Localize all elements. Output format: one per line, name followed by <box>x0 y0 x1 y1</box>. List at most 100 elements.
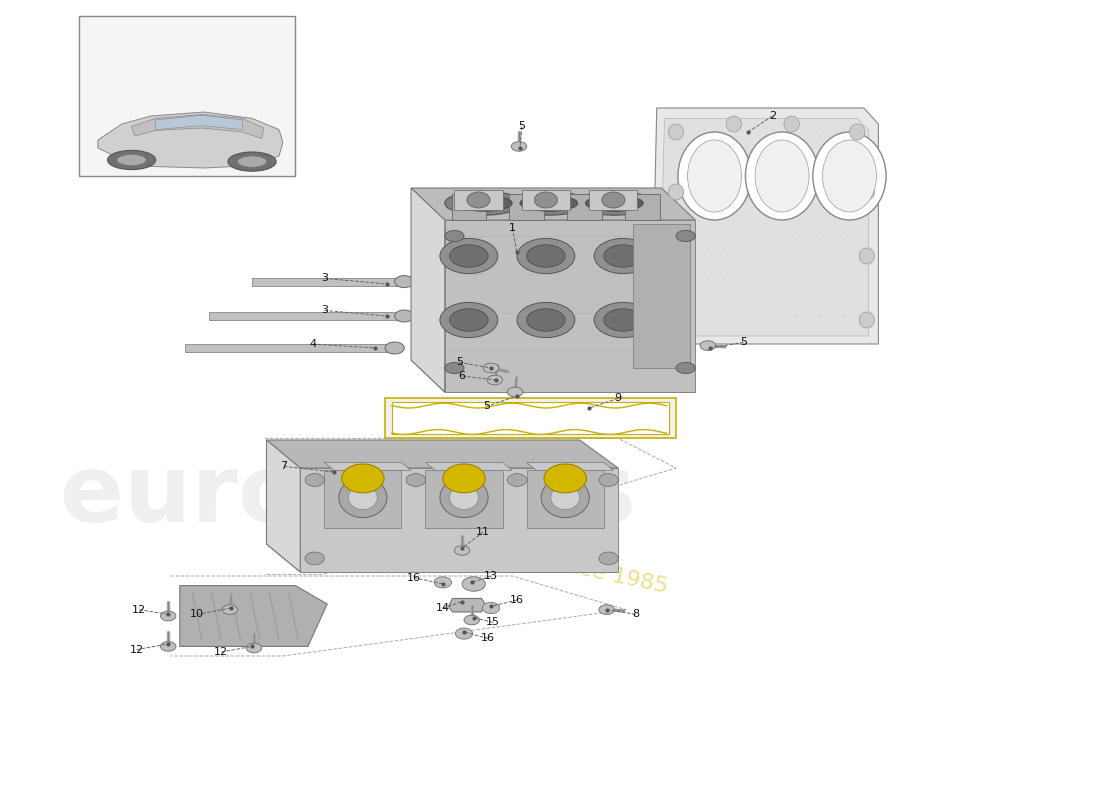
Polygon shape <box>392 402 669 434</box>
Polygon shape <box>451 194 486 220</box>
Ellipse shape <box>544 464 586 493</box>
Polygon shape <box>266 440 618 468</box>
Text: 12: 12 <box>130 645 143 654</box>
Ellipse shape <box>859 248 874 264</box>
Text: 9: 9 <box>615 394 622 403</box>
Ellipse shape <box>594 238 652 274</box>
Ellipse shape <box>440 238 498 274</box>
Ellipse shape <box>339 478 387 518</box>
Ellipse shape <box>305 474 324 486</box>
Ellipse shape <box>161 642 176 651</box>
Ellipse shape <box>462 577 485 591</box>
Polygon shape <box>266 544 618 572</box>
Text: 4: 4 <box>309 339 317 349</box>
Ellipse shape <box>669 184 684 200</box>
Ellipse shape <box>598 605 615 614</box>
Polygon shape <box>509 194 544 220</box>
Polygon shape <box>632 224 691 368</box>
Ellipse shape <box>520 195 578 211</box>
Polygon shape <box>98 112 283 168</box>
Ellipse shape <box>342 464 384 493</box>
Ellipse shape <box>849 124 865 140</box>
Ellipse shape <box>598 474 618 486</box>
Polygon shape <box>266 440 300 572</box>
Polygon shape <box>426 462 513 470</box>
Polygon shape <box>568 194 602 220</box>
Polygon shape <box>411 188 444 392</box>
Ellipse shape <box>450 309 488 331</box>
Text: 5: 5 <box>740 338 747 347</box>
Text: 8: 8 <box>632 610 639 619</box>
Ellipse shape <box>676 362 695 374</box>
Ellipse shape <box>755 140 808 212</box>
Ellipse shape <box>450 245 488 267</box>
Polygon shape <box>660 118 869 336</box>
Ellipse shape <box>454 546 470 555</box>
Ellipse shape <box>527 245 565 267</box>
Text: a passion for parts since 1985: a passion for parts since 1985 <box>336 507 670 597</box>
Ellipse shape <box>535 192 558 208</box>
Ellipse shape <box>466 192 491 208</box>
Polygon shape <box>156 115 242 130</box>
Polygon shape <box>652 108 879 344</box>
Ellipse shape <box>746 132 818 220</box>
Ellipse shape <box>483 363 498 373</box>
Ellipse shape <box>541 478 590 518</box>
Ellipse shape <box>517 238 575 274</box>
Polygon shape <box>625 194 660 220</box>
Polygon shape <box>179 586 327 646</box>
Ellipse shape <box>604 309 642 331</box>
Polygon shape <box>426 470 503 528</box>
Text: 2: 2 <box>769 111 776 121</box>
Text: 10: 10 <box>190 610 205 619</box>
Text: 5: 5 <box>483 402 490 411</box>
Ellipse shape <box>440 478 488 518</box>
Ellipse shape <box>444 230 464 242</box>
Polygon shape <box>454 190 503 210</box>
Ellipse shape <box>507 474 527 486</box>
Ellipse shape <box>455 628 473 639</box>
FancyBboxPatch shape <box>78 16 296 176</box>
Ellipse shape <box>859 184 874 200</box>
Ellipse shape <box>585 195 644 211</box>
Ellipse shape <box>784 116 800 132</box>
Ellipse shape <box>440 302 498 338</box>
Ellipse shape <box>594 302 652 338</box>
Ellipse shape <box>575 191 653 215</box>
Polygon shape <box>324 462 411 470</box>
Ellipse shape <box>228 152 276 171</box>
Ellipse shape <box>444 191 521 215</box>
Ellipse shape <box>238 156 266 167</box>
Polygon shape <box>590 190 638 210</box>
Text: 16: 16 <box>510 595 524 605</box>
Text: 5: 5 <box>455 358 463 367</box>
Text: 1: 1 <box>508 223 516 233</box>
Text: 14: 14 <box>436 603 450 613</box>
Text: 7: 7 <box>280 462 287 471</box>
Text: 6: 6 <box>459 371 465 381</box>
Text: 12: 12 <box>132 605 146 614</box>
Text: 11: 11 <box>476 527 491 537</box>
Ellipse shape <box>487 375 503 385</box>
Ellipse shape <box>551 486 580 510</box>
Ellipse shape <box>510 191 587 215</box>
Polygon shape <box>444 220 695 392</box>
Ellipse shape <box>454 195 513 211</box>
Ellipse shape <box>434 577 451 588</box>
Polygon shape <box>209 312 405 320</box>
Ellipse shape <box>161 611 176 621</box>
Ellipse shape <box>385 342 405 354</box>
Ellipse shape <box>464 615 480 625</box>
Ellipse shape <box>117 154 146 166</box>
Polygon shape <box>411 188 695 220</box>
Ellipse shape <box>305 552 324 565</box>
Ellipse shape <box>349 486 377 510</box>
Ellipse shape <box>222 605 238 614</box>
Ellipse shape <box>813 132 887 220</box>
Text: eurostores: eurostores <box>60 450 637 542</box>
Text: 3: 3 <box>321 306 328 315</box>
Ellipse shape <box>406 474 426 486</box>
Ellipse shape <box>726 116 741 132</box>
Polygon shape <box>527 470 604 528</box>
Ellipse shape <box>859 312 874 328</box>
